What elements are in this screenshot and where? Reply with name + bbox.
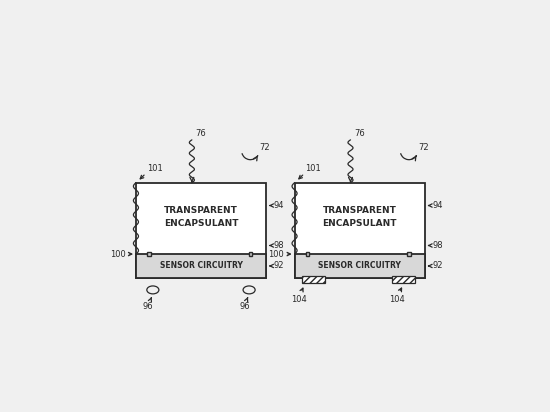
Text: 76: 76: [354, 129, 365, 138]
Text: 98: 98: [274, 241, 284, 250]
Bar: [302, 276, 325, 283]
Text: 104: 104: [292, 295, 307, 304]
Text: TRANSPARENT
ENCAPSULANT: TRANSPARENT ENCAPSULANT: [164, 206, 238, 228]
Text: 94: 94: [432, 201, 443, 210]
Bar: [136, 254, 266, 278]
Text: 92: 92: [432, 262, 443, 270]
Polygon shape: [147, 252, 151, 256]
Polygon shape: [306, 252, 309, 256]
Polygon shape: [408, 252, 411, 256]
Text: 94: 94: [274, 201, 284, 210]
Polygon shape: [249, 252, 252, 256]
Text: 72: 72: [259, 143, 270, 152]
Text: SENSOR CIRCUITRY: SENSOR CIRCUITRY: [160, 262, 243, 270]
Text: 96: 96: [239, 302, 250, 311]
Bar: [295, 183, 425, 278]
Text: 100: 100: [268, 250, 284, 259]
Text: 100: 100: [110, 250, 125, 259]
Bar: [136, 183, 266, 278]
Text: SENSOR CIRCUITRY: SENSOR CIRCUITRY: [318, 262, 401, 270]
Bar: [392, 276, 415, 283]
Bar: [295, 254, 425, 278]
Text: TRANSPARENT
ENCAPSULANT: TRANSPARENT ENCAPSULANT: [322, 206, 397, 228]
Text: 101: 101: [147, 164, 162, 173]
Text: 101: 101: [305, 164, 321, 173]
Text: 104: 104: [389, 295, 405, 304]
Text: 76: 76: [196, 129, 206, 138]
Text: 72: 72: [418, 143, 428, 152]
Text: 98: 98: [432, 241, 443, 250]
Text: 92: 92: [274, 262, 284, 270]
Text: 96: 96: [143, 302, 153, 311]
